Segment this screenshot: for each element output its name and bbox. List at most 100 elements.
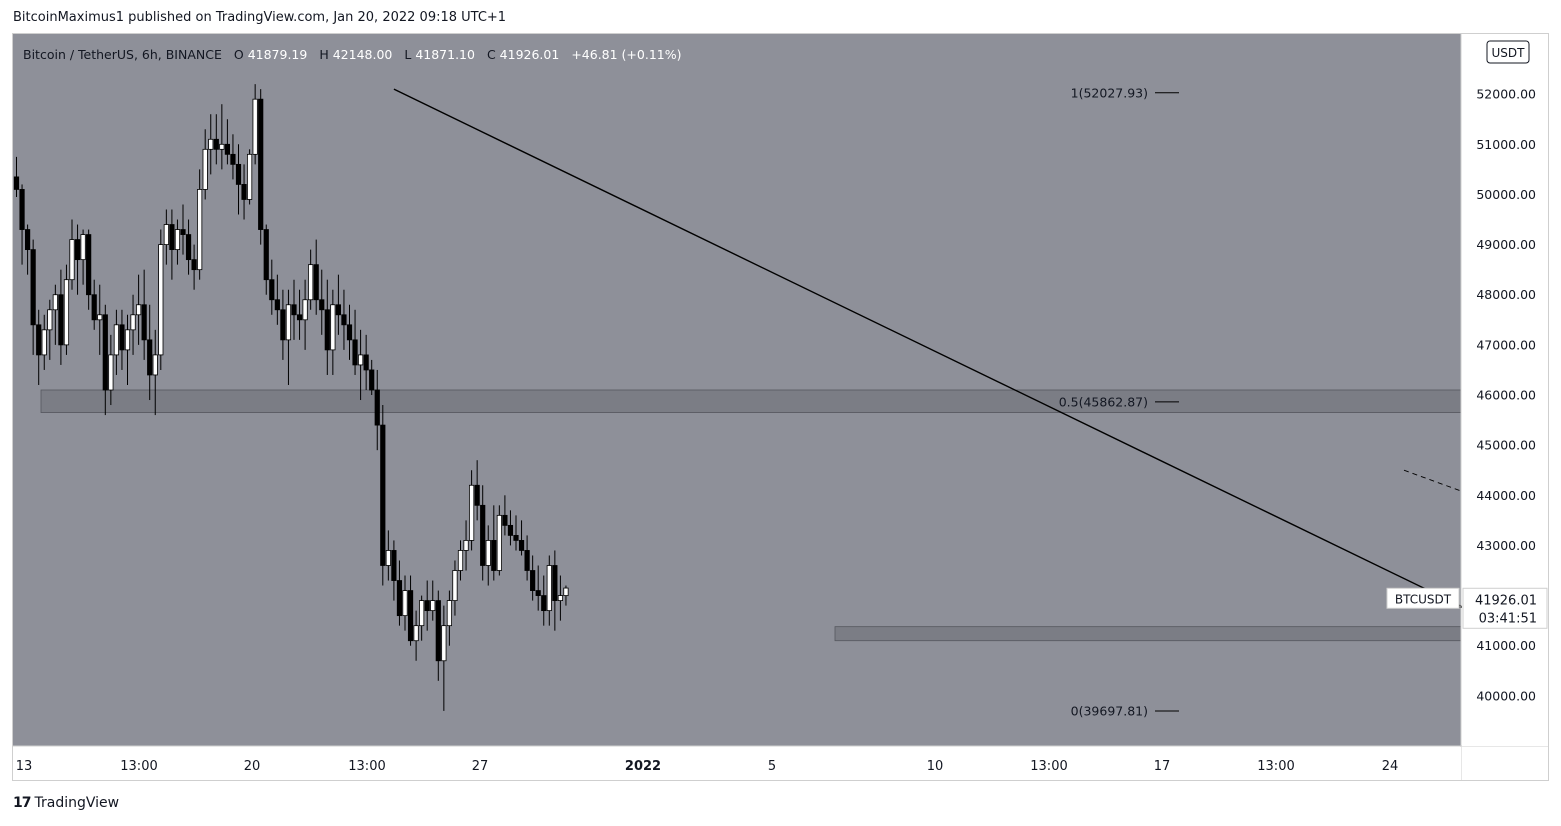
candle — [235, 144, 242, 215]
candle — [80, 229, 86, 285]
candle — [30, 239, 36, 355]
x-tick-label: 13:00 — [348, 759, 385, 774]
candle — [241, 164, 247, 220]
y-tick-label: 43000.00 — [1476, 538, 1536, 553]
candle — [180, 204, 186, 255]
candle — [158, 229, 164, 370]
tradingview-footer[interactable]: 17 TradingView — [13, 795, 119, 811]
candle — [63, 264, 70, 355]
candle — [402, 575, 408, 631]
candle — [541, 575, 547, 626]
candle — [197, 169, 203, 280]
x-tick-label: 17 — [1154, 759, 1171, 774]
x-tick-label: 5 — [768, 759, 776, 774]
candle — [280, 289, 286, 360]
candle — [230, 134, 236, 180]
candle — [213, 114, 219, 165]
support-zone — [40, 389, 1462, 413]
candle — [47, 299, 53, 360]
candle — [147, 304, 153, 401]
candle — [97, 284, 103, 355]
candle — [441, 605, 447, 711]
candle — [530, 555, 536, 601]
currency-badge[interactable]: USDT — [1486, 40, 1530, 64]
candle — [419, 595, 425, 641]
candle — [491, 505, 497, 581]
y-tick-label: 52000.00 — [1476, 87, 1536, 102]
candle — [313, 239, 319, 315]
candle — [385, 530, 391, 581]
candle — [357, 329, 364, 401]
candle — [24, 224, 31, 275]
candle — [102, 304, 108, 416]
candle — [435, 590, 441, 681]
candle — [41, 314, 47, 370]
candle — [369, 359, 375, 396]
candle — [446, 590, 453, 646]
candle — [524, 535, 530, 581]
chart-frame: 1(52027.93) 0.5(45862.87) 0(39697.81) Bitc… — [12, 33, 1549, 781]
y-tick-label: 48000.00 — [1476, 287, 1536, 302]
svg-text:Bitcoin / TetherUS, 6h, BINANC: Bitcoin / TetherUS, 6h, BINANCE O 41879.… — [23, 47, 681, 62]
y-tick-label: 41000.00 — [1476, 638, 1536, 653]
y-tick-label: 45000.00 — [1476, 438, 1536, 453]
tradingview-brand: TradingView — [34, 795, 120, 811]
candle — [424, 580, 430, 631]
candle — [335, 274, 342, 335]
candle — [496, 505, 502, 576]
candle — [502, 495, 508, 536]
candle — [252, 84, 258, 165]
candle — [113, 309, 119, 375]
candle — [374, 369, 380, 451]
legend-l-value: 41871.10 — [415, 47, 475, 62]
fib-level-label: 1(52027.93) — [1071, 85, 1148, 100]
wedge-line — [1403, 469, 1548, 524]
y-tick-label: 50000.00 — [1476, 187, 1536, 202]
legend-h-value: 42148.00 — [333, 47, 393, 62]
candle — [136, 274, 142, 345]
candle — [319, 269, 325, 335]
legend-l-label: L — [404, 47, 411, 62]
candle — [130, 294, 136, 355]
candle — [185, 219, 192, 275]
candle — [74, 224, 81, 295]
symbol-tag: BTCUSDT — [1386, 587, 1460, 609]
candle — [413, 610, 419, 661]
currency-label: USDT — [1492, 46, 1526, 60]
candle — [86, 229, 92, 310]
time-axis[interactable] — [13, 747, 1461, 780]
candle — [463, 520, 469, 571]
candle — [396, 560, 403, 626]
candle — [346, 304, 353, 360]
candle — [380, 405, 386, 586]
candle — [563, 585, 569, 606]
candle — [468, 470, 475, 551]
legend-symbol: Bitcoin / TetherUS, 6h, BINANCE — [23, 47, 222, 62]
candle — [152, 329, 158, 416]
candle — [274, 274, 280, 325]
candle — [141, 269, 147, 360]
legend-c-label: C — [487, 47, 496, 62]
candle — [108, 334, 114, 406]
x-tick-label: 2022 — [625, 759, 661, 774]
candle — [263, 224, 269, 295]
trendlines — [393, 88, 1548, 647]
candles — [13, 84, 569, 711]
x-tick-label: 27 — [472, 759, 489, 774]
candle — [69, 219, 75, 290]
x-tick-label: 20 — [244, 759, 261, 774]
candle — [119, 309, 125, 370]
legend-o-label: O — [234, 47, 244, 62]
candle — [302, 279, 308, 350]
candle — [513, 515, 519, 551]
candle — [258, 89, 264, 245]
x-tick-label: 13:00 — [1257, 759, 1294, 774]
candle — [474, 460, 480, 521]
candle — [296, 289, 303, 340]
price-chart[interactable]: 1(52027.93) 0.5(45862.87) 0(39697.81) Bitc… — [13, 34, 1548, 780]
candle — [208, 114, 214, 175]
x-tick-label: 24 — [1382, 759, 1399, 774]
candle — [124, 314, 131, 385]
candle — [518, 520, 525, 556]
legend-o-value: 41879.19 — [248, 47, 308, 62]
